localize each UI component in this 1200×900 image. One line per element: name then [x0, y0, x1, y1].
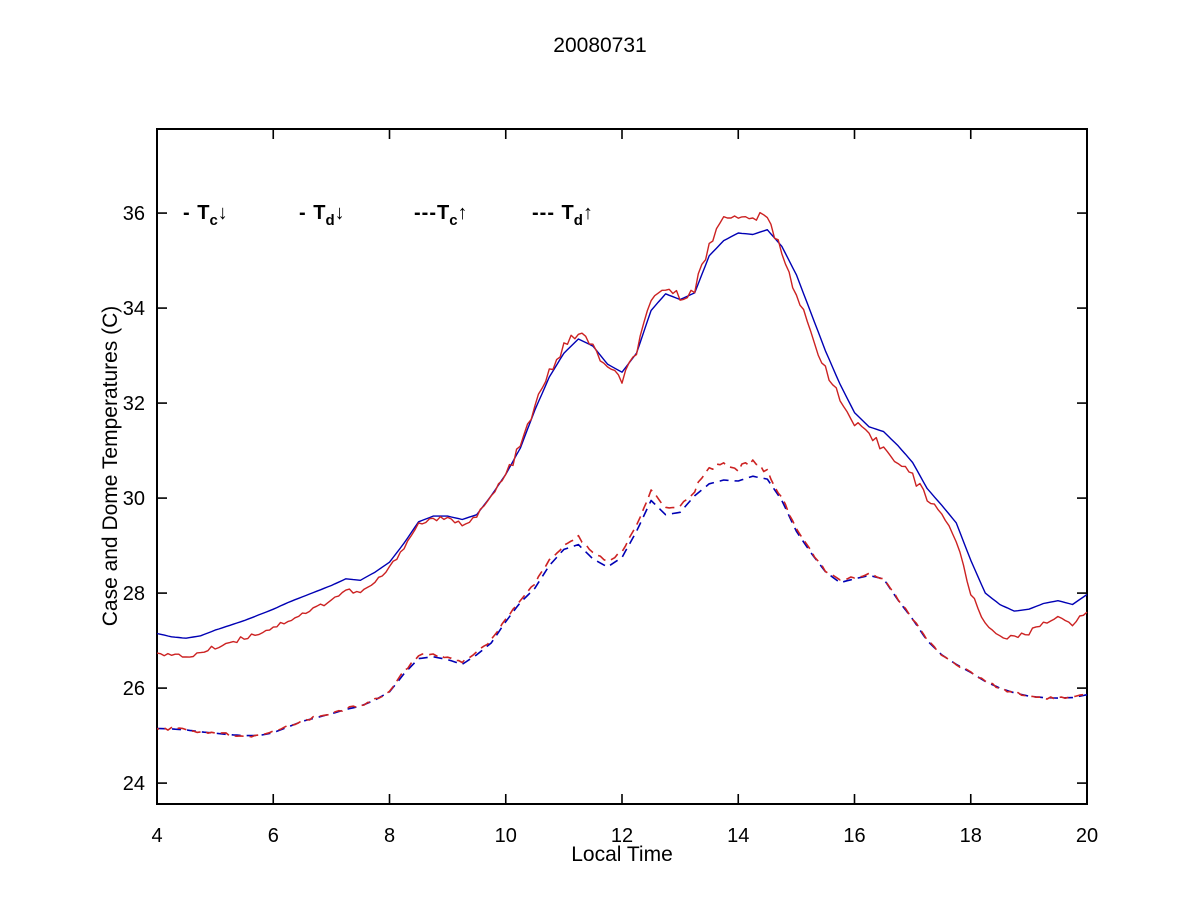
- y-tick-label: 36: [123, 203, 145, 225]
- x-tick-label: 12: [611, 825, 633, 847]
- plot-border: [156, 128, 1088, 805]
- y-axis-label: Case and Dome Temperatures (C): [99, 306, 122, 627]
- y-tick-label: 26: [123, 678, 145, 700]
- series-Td_down: [156, 211, 1088, 658]
- legend-entry-Td_up: --- Td↑: [532, 202, 593, 229]
- x-tick-label: 16: [843, 825, 865, 847]
- x-tick-label: 14: [727, 825, 749, 847]
- legend-entry-Tc_down: - Tc↓: [183, 202, 228, 229]
- series-Td_up: [156, 459, 1088, 738]
- y-tick-label: 30: [123, 488, 145, 510]
- series-Tc_down: [156, 228, 1088, 639]
- x-tick-label: 6: [268, 825, 279, 847]
- legend-entry-Td_down: - Td↓: [299, 202, 345, 229]
- x-tick-label: 20: [1076, 825, 1098, 847]
- y-tick-label: 34: [123, 298, 145, 320]
- x-axis-label: Local Time: [571, 843, 673, 866]
- y-axis-ticks: 24 26 28 30 32 34 36: [123, 203, 1087, 795]
- x-tick-label: 4: [151, 825, 162, 847]
- series-Tc_up: [156, 475, 1088, 737]
- legend-entry-Tc_up: ---Tc↑: [414, 202, 468, 229]
- y-tick-label: 24: [123, 773, 145, 795]
- legend: - Tc↓ - Td↓ ---Tc↑ --- Td↑: [183, 202, 593, 229]
- x-axis-ticks: 4 6 8 10 12 14 16 18 20: [151, 129, 1098, 847]
- y-tick-label: 28: [123, 583, 145, 605]
- chart-title: 20080731: [553, 34, 646, 57]
- y-tick-label: 32: [123, 393, 145, 415]
- x-tick-label: 10: [495, 825, 517, 847]
- x-tick-label: 8: [384, 825, 395, 847]
- x-tick-label: 18: [960, 825, 982, 847]
